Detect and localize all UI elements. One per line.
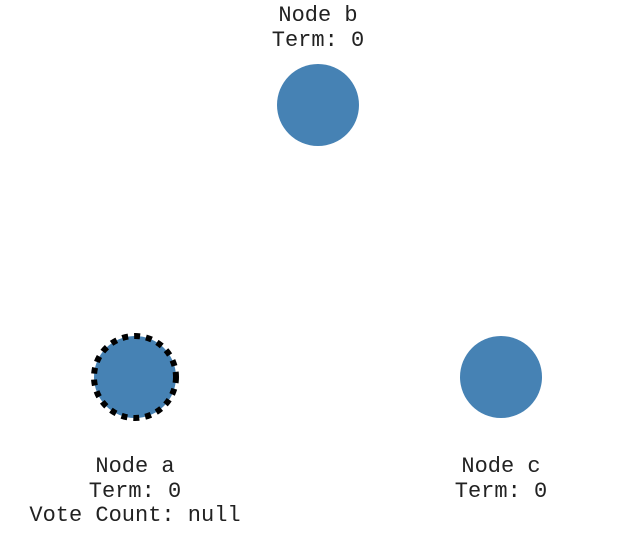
node-b-title: Node b: [278, 3, 357, 28]
node-a-circle[interactable]: [94, 336, 176, 418]
node-c-circle[interactable]: [460, 336, 542, 418]
node-b-term: Term: 0: [272, 28, 364, 53]
node-a-title: Node a: [95, 454, 174, 479]
node-c[interactable]: Node c Term: 0: [455, 336, 547, 504]
node-c-title: Node c: [461, 454, 540, 479]
node-a-vote-count: Vote Count: null: [29, 503, 240, 528]
node-b-circle[interactable]: [277, 64, 359, 146]
node-a[interactable]: Node a Term: 0 Vote Count: null: [29, 333, 241, 528]
node-c-term: Term: 0: [455, 479, 547, 504]
node-b[interactable]: Node b Term: 0: [272, 3, 364, 146]
node-a-term: Term: 0: [89, 479, 181, 504]
node-a-candidate-ring: [91, 333, 179, 421]
